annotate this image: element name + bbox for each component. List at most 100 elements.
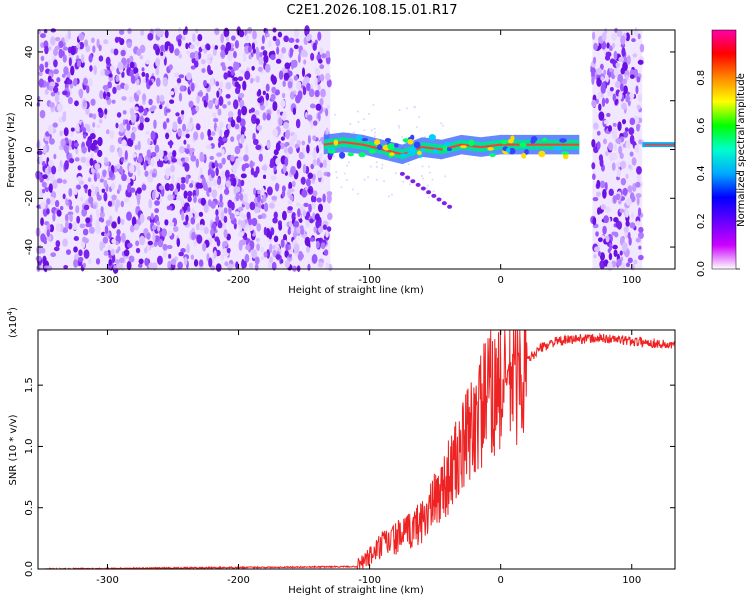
- signal-blob: [420, 148, 425, 152]
- noise-speckle: [593, 254, 597, 259]
- noise-speckle: [158, 29, 164, 36]
- noise-speckle: [214, 160, 218, 167]
- signal-blob: [530, 139, 536, 144]
- noise-speckle: [117, 216, 121, 225]
- noise-speckle: [120, 156, 125, 163]
- noise-speckle: [266, 186, 273, 196]
- signal-blob: [442, 145, 448, 152]
- descending-blob: [420, 186, 426, 191]
- signal-blob: [521, 152, 527, 159]
- noise-speckle: [129, 107, 135, 116]
- noise-speckle: [271, 261, 277, 271]
- noise-speckle: [630, 212, 635, 219]
- noise-speckle: [302, 210, 307, 218]
- noise-speckle: [147, 174, 154, 183]
- noise-speckle: [68, 205, 73, 210]
- noise-speckle: [63, 66, 69, 76]
- faint-speckle: [440, 122, 443, 125]
- noise-speckle: [277, 53, 284, 60]
- signal-blob: [394, 143, 399, 148]
- noise-speckle: [635, 85, 639, 95]
- noise-speckle: [224, 169, 230, 179]
- noise-speckle: [326, 78, 332, 88]
- noise-speckle: [72, 221, 78, 231]
- noise-speckle: [201, 177, 206, 187]
- noise-speckle: [626, 55, 631, 65]
- noise-speckle: [56, 209, 62, 217]
- noise-speckle: [257, 66, 263, 72]
- noise-speckle: [288, 181, 293, 191]
- noise-speckle: [195, 28, 199, 34]
- noise-speckle: [281, 190, 286, 198]
- noise-speckle: [612, 122, 617, 127]
- descending-blob: [436, 197, 442, 202]
- noise-speckle: [132, 126, 137, 133]
- noise-speckle: [110, 248, 115, 256]
- noise-speckle: [88, 78, 93, 87]
- noise-speckle: [68, 223, 73, 230]
- noise-speckle: [300, 227, 305, 236]
- noise-speckle: [253, 171, 258, 178]
- noise-speckle: [195, 211, 199, 219]
- noise-speckle: [94, 162, 101, 170]
- noise-speckle: [238, 29, 245, 38]
- noise-speckle: [118, 147, 123, 158]
- noise-speckle: [620, 177, 627, 186]
- noise-speckle: [111, 253, 116, 264]
- noise-speckle: [619, 83, 624, 92]
- noise-speckle: [92, 122, 96, 128]
- noise-speckle: [116, 229, 121, 235]
- spectrogram-x-axis-label: Height of straight line (km): [288, 285, 424, 296]
- noise-speckle: [96, 124, 101, 129]
- noise-speckle: [158, 160, 164, 168]
- noise-speckle: [177, 177, 182, 184]
- noise-speckle: [619, 250, 623, 256]
- descending-blob: [441, 201, 447, 206]
- noise-speckle: [62, 238, 68, 247]
- noise-speckle: [307, 188, 312, 194]
- noise-speckle: [118, 29, 125, 35]
- noise-speckle: [319, 64, 325, 70]
- x-tick-label: 0: [497, 275, 503, 286]
- noise-speckle: [129, 69, 134, 78]
- noise-speckle: [150, 157, 155, 167]
- noise-speckle: [258, 56, 264, 66]
- noise-speckle: [224, 261, 229, 267]
- noise-speckle: [190, 65, 196, 70]
- faint-speckle: [333, 113, 336, 116]
- noise-speckle: [126, 260, 132, 271]
- noise-speckle: [217, 184, 223, 189]
- noise-speckle: [73, 142, 80, 147]
- noise-speckle: [326, 226, 332, 232]
- faint-speckle: [367, 112, 370, 115]
- noise-speckle: [257, 189, 261, 195]
- signal-blob: [507, 138, 514, 144]
- noise-speckle: [96, 38, 100, 48]
- noise-speckle: [293, 28, 300, 39]
- noise-speckle: [287, 206, 293, 211]
- noise-speckle: [39, 154, 43, 165]
- noise-speckle: [100, 206, 104, 214]
- noise-speckle: [176, 77, 182, 84]
- noise-speckle: [91, 190, 96, 197]
- noise-speckle: [280, 99, 286, 108]
- noise-speckle: [272, 249, 277, 258]
- signal-blob: [519, 142, 527, 148]
- chart-title: C2E1.2026.108.15.01.R17: [286, 3, 457, 18]
- noise-speckle: [217, 178, 221, 186]
- noise-speckle: [633, 68, 639, 78]
- noise-speckle: [174, 72, 180, 78]
- noise-speckle: [89, 133, 96, 140]
- noise-speckle: [93, 173, 98, 182]
- noise-speckle: [158, 185, 164, 191]
- descending-blob: [410, 179, 416, 184]
- noise-speckle: [155, 67, 160, 76]
- noise-speckle: [174, 48, 180, 56]
- noise-speckle: [135, 240, 140, 247]
- noise-speckle: [76, 60, 82, 68]
- noise-speckle: [238, 231, 244, 238]
- noise-speckle: [221, 148, 225, 155]
- noise-speckle: [85, 139, 92, 148]
- signal-blob: [377, 144, 383, 151]
- noise-speckle: [120, 218, 125, 226]
